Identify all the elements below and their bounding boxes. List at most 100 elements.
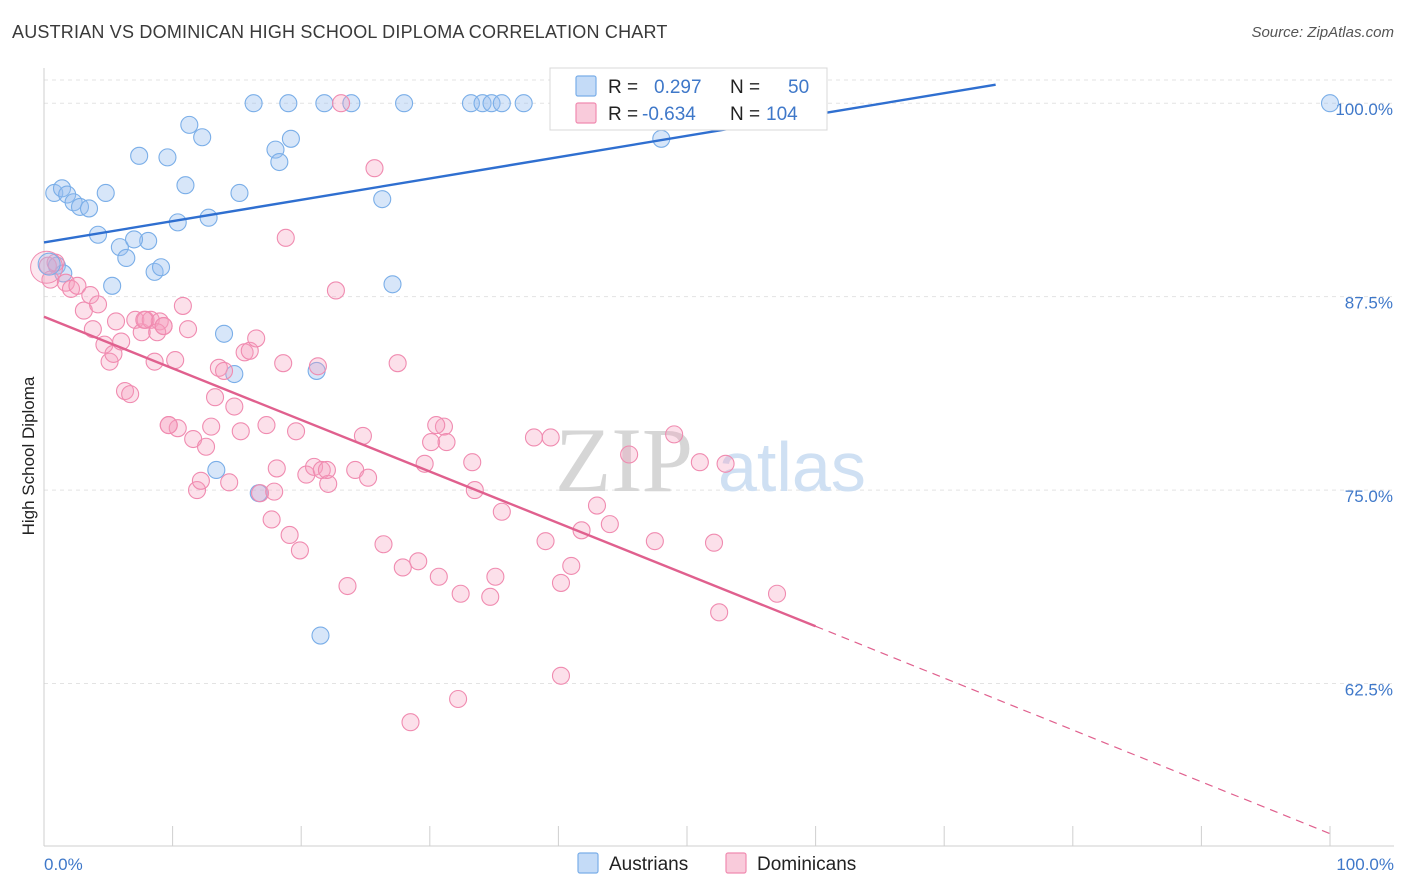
point-dominicans xyxy=(716,454,735,473)
point-dominicans xyxy=(562,556,581,575)
point-dominicans xyxy=(704,533,724,552)
y-tick-label: 100.0% xyxy=(1335,100,1393,119)
point-austrians xyxy=(64,193,83,212)
trend-line-austrians xyxy=(43,83,996,244)
point-dominicans xyxy=(191,471,210,490)
legend-n-value-austrians: 50 xyxy=(788,77,809,98)
point-austrians xyxy=(311,626,330,645)
point-austrians xyxy=(482,94,501,113)
bottom-legend-label-dominicans: Dominicans xyxy=(757,854,856,875)
legend-box: R = 0.297 N = 50 R = -0.634 N = 104 xyxy=(549,67,828,131)
point-dominicans xyxy=(196,437,216,456)
x-tick-label-min: 0.0% xyxy=(44,855,83,874)
point-dominicans xyxy=(326,281,345,300)
point-austrians xyxy=(124,230,144,249)
point-dominicans xyxy=(262,510,281,529)
point-dominicans xyxy=(214,361,234,380)
y-tick-label: 75.0% xyxy=(1345,487,1393,506)
point-dominicans xyxy=(481,587,500,606)
y-tick-label: 87.5% xyxy=(1345,294,1393,313)
point-dominicans xyxy=(317,460,336,480)
bottom-legend-label-austrians: Austrians xyxy=(609,854,688,875)
point-dominicans xyxy=(374,535,393,554)
point-dominicans xyxy=(205,388,225,407)
point-dominicans xyxy=(265,482,284,501)
point-austrians xyxy=(342,94,361,113)
point-dominicans xyxy=(68,276,87,295)
point-dominicans xyxy=(767,584,787,603)
gridlines xyxy=(44,79,1394,685)
point-dominicans xyxy=(492,502,511,521)
legend-r-label-dominicans: R = xyxy=(608,104,638,125)
point-dominicans xyxy=(159,416,178,435)
point-dominicans xyxy=(267,459,286,478)
point-dominicans xyxy=(422,433,441,452)
point-austrians xyxy=(96,183,115,203)
point-austrians xyxy=(117,248,136,268)
point-dominicans xyxy=(332,94,351,113)
point-dominicans xyxy=(451,584,470,603)
point-dominicans xyxy=(257,416,276,435)
y-axis-label: High School Diploma xyxy=(19,376,38,535)
point-dominicans xyxy=(319,474,338,493)
point-dominicans xyxy=(154,316,173,336)
legend-n-label-austrians: N = xyxy=(730,77,760,98)
point-austrians xyxy=(158,148,177,167)
point-austrians xyxy=(230,183,249,203)
point-dominicans xyxy=(645,532,664,551)
point-austrians xyxy=(244,94,263,113)
point-austrians xyxy=(193,128,212,147)
point-dominicans xyxy=(463,453,482,472)
point-dominicans xyxy=(434,417,453,436)
bottom-legend-swatch-austrians xyxy=(577,852,599,874)
point-dominicans xyxy=(81,286,100,305)
legend-n-value-dominicans: 104 xyxy=(766,104,798,125)
bottom-legend-swatch-dominicans xyxy=(725,852,747,874)
point-austrians xyxy=(225,364,244,384)
point-dominicans xyxy=(541,428,560,447)
point-dominicans xyxy=(338,576,357,596)
point-dominicans xyxy=(202,417,221,436)
point-dominicans xyxy=(187,481,207,500)
point-austrians xyxy=(180,115,199,134)
point-dominicans xyxy=(178,320,198,339)
point-dominicans xyxy=(220,473,239,492)
point-austrians xyxy=(492,94,511,113)
point-dominicans xyxy=(620,445,639,464)
chart-title: AUSTRIAN VS DOMINICAN HIGH SCHOOL DIPLOM… xyxy=(12,22,668,42)
point-austrians xyxy=(110,238,129,257)
point-dominicans xyxy=(437,433,456,452)
point-dominicans xyxy=(274,354,293,373)
legend-r-label-austrians: R = xyxy=(608,77,638,98)
watermark-zip: ZIP xyxy=(555,409,693,511)
point-dominicans xyxy=(587,496,607,515)
legend-swatch-dominicans xyxy=(575,102,597,124)
point-dominicans xyxy=(115,381,135,401)
point-austrians xyxy=(279,94,298,113)
point-dominicans xyxy=(551,666,571,685)
point-dominicans xyxy=(427,416,446,435)
point-dominicans xyxy=(247,329,266,348)
point-dominicans xyxy=(225,397,244,416)
point-dominicans xyxy=(524,428,544,447)
y-tick-label: 62.5% xyxy=(1345,681,1393,700)
point-dominicans xyxy=(359,468,378,487)
point-dominicans xyxy=(401,713,420,732)
point-austrians xyxy=(145,262,164,281)
point-austrians xyxy=(514,94,533,113)
x-ticks xyxy=(43,826,1331,846)
trend-line-dominicans xyxy=(43,315,817,628)
point-austrians xyxy=(151,258,171,277)
point-dominicans xyxy=(135,310,154,329)
x-tick-label-max: 100.0% xyxy=(1336,855,1394,874)
point-dominicans xyxy=(250,484,270,503)
point-dominicans xyxy=(365,159,384,178)
point-dominicans xyxy=(551,573,571,592)
point-dominicans xyxy=(276,228,295,247)
point-austrians xyxy=(176,176,195,195)
trend-line-extension-dominicans xyxy=(815,625,1331,835)
point-austrians xyxy=(1320,94,1340,113)
source-label: Source: ZipAtlas.com xyxy=(1251,24,1394,41)
point-dominicans xyxy=(393,558,412,577)
point-dominicans xyxy=(106,312,126,331)
